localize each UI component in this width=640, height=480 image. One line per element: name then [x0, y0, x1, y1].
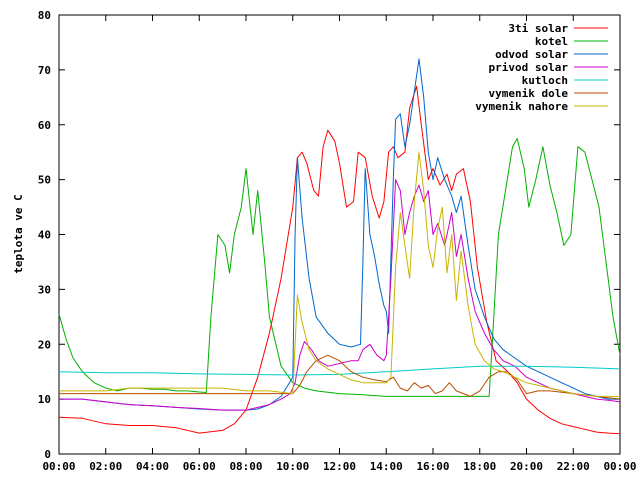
- series-line-vymenik-nahore: [59, 151, 620, 397]
- y-tick-label: 40: [38, 229, 51, 242]
- legend-label-privod-solar: privod solar: [489, 61, 569, 74]
- x-tick-label: 18:00: [463, 460, 496, 473]
- axis-ticks: [58, 14, 621, 455]
- y-tick-label: 20: [38, 338, 51, 351]
- axis-tick-labels: 00:00 02:00 04:00 06:00 08:00 10:00 12:00 14:00…: [38, 9, 637, 473]
- x-tick-label: 08:00: [229, 460, 262, 473]
- x-tick-label: 12:00: [323, 460, 356, 473]
- plot-area: [58, 14, 621, 455]
- y-tick-label: 30: [38, 283, 51, 296]
- y-tick-label: 0: [44, 448, 51, 461]
- x-tick-label: 06:00: [183, 460, 216, 473]
- y-tick-label: 70: [38, 64, 51, 77]
- x-tick-label: 00:00: [42, 460, 75, 473]
- y-axis-label: teplota ve C: [12, 194, 25, 273]
- legend-label-kutloch: kutloch: [522, 74, 568, 87]
- y-tick-label: 60: [38, 119, 51, 132]
- x-tick-label: 14:00: [370, 460, 403, 473]
- series-line-kotel: [58, 138, 621, 397]
- legend-label-odvod-solar: odvod solar: [495, 48, 568, 61]
- series-lines: [58, 58, 621, 435]
- y-tick-label: 10: [38, 393, 51, 406]
- x-tick-label: 22:00: [557, 460, 590, 473]
- x-tick-label: 20:00: [510, 460, 543, 473]
- legend-label-vymenik-nahore: vymenik nahore: [475, 100, 568, 113]
- legend-label-3ti-solar: 3ti solar: [508, 22, 568, 35]
- legend-label-kotel: kotel: [535, 35, 568, 48]
- x-tick-label: 00:00: [603, 460, 636, 473]
- series-line-privod-solar: [59, 179, 621, 411]
- y-tick-label: 80: [38, 9, 51, 22]
- x-tick-label: 02:00: [89, 460, 122, 473]
- x-tick-label: 10:00: [276, 460, 309, 473]
- y-tick-label: 50: [38, 174, 51, 187]
- legend-label-vymenik-dole: vymenik dole: [489, 87, 569, 100]
- x-tick-label: 04:00: [136, 460, 169, 473]
- x-tick-label: 16:00: [416, 460, 449, 473]
